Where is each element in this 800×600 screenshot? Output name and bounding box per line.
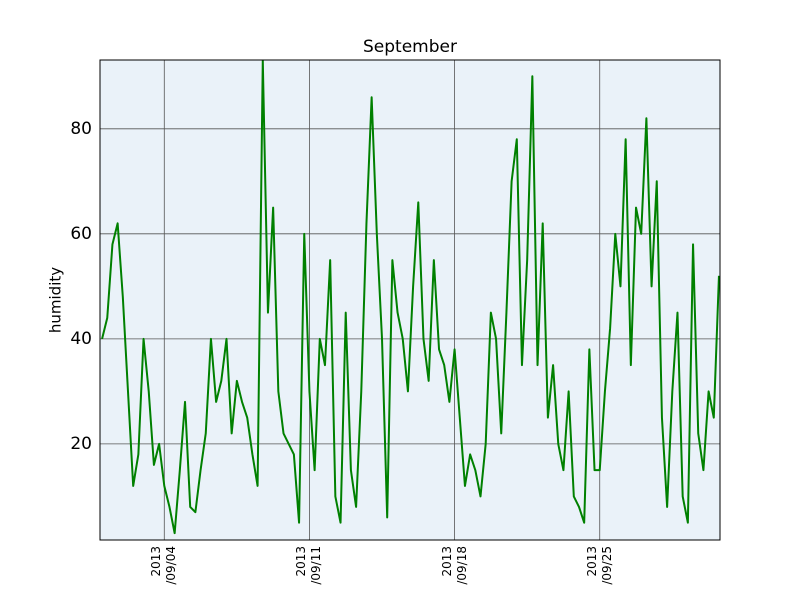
y-tick-label: 20 xyxy=(70,434,92,454)
y-axis-label: humidity xyxy=(47,267,65,333)
y-tick-label: 60 xyxy=(70,224,92,244)
y-tick-label: 40 xyxy=(70,329,92,349)
x-tick-label: 2013 /09/04 xyxy=(149,546,179,585)
plot-area xyxy=(100,60,720,540)
chart-title: September xyxy=(363,37,457,57)
x-tick-label: 2013 /09/11 xyxy=(294,546,324,585)
x-tick-label: 2013 /09/18 xyxy=(439,546,469,585)
y-tick-label: 80 xyxy=(70,119,92,139)
data-line xyxy=(101,60,720,535)
x-tick-label: 2013 /09/25 xyxy=(584,546,614,585)
axes-frame xyxy=(99,59,721,541)
